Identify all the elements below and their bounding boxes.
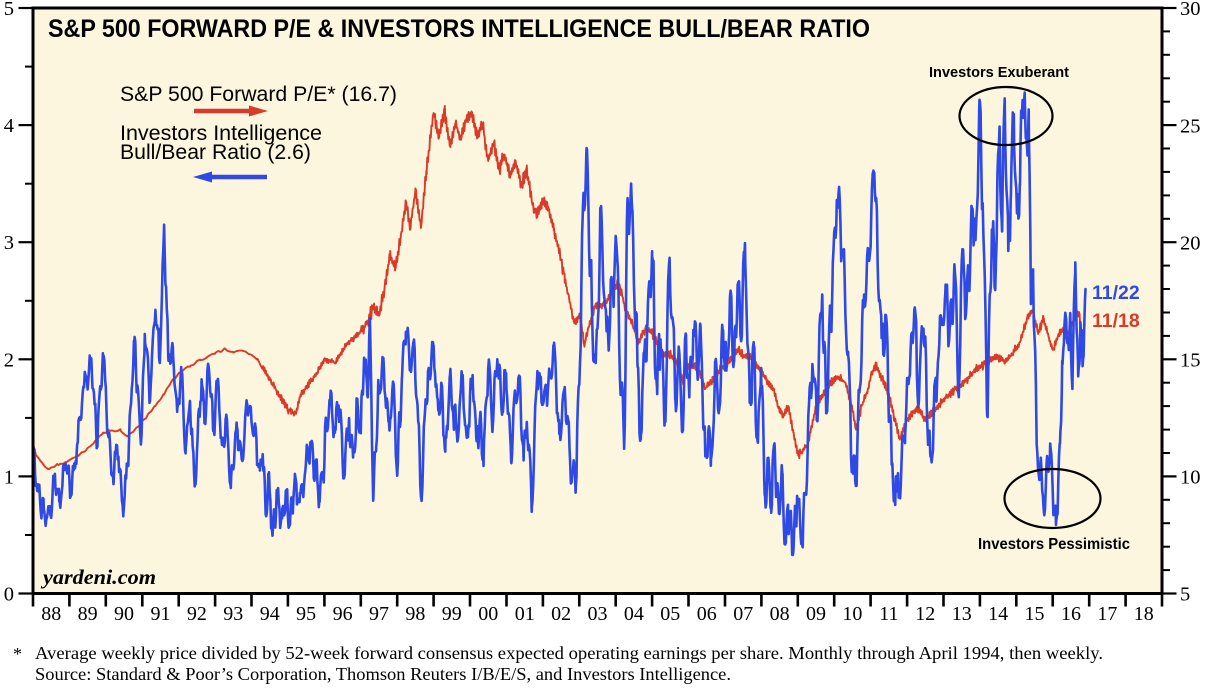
- svg-text:90: 90: [114, 603, 134, 625]
- svg-text:Investors Exuberant: Investors Exuberant: [929, 64, 1069, 81]
- svg-text:S&P 500 FORWARD P/E & INVESTOR: S&P 500 FORWARD P/E & INVESTORS INTELLIG…: [48, 15, 870, 43]
- svg-text:97: 97: [369, 603, 389, 625]
- svg-text:5: 5: [1180, 584, 1190, 606]
- svg-text:11/22: 11/22: [1092, 282, 1140, 304]
- svg-text:10: 10: [842, 603, 862, 625]
- svg-text:93: 93: [223, 603, 243, 625]
- svg-text:25: 25: [1180, 115, 1201, 137]
- svg-text:16: 16: [1061, 603, 1081, 625]
- svg-text:3: 3: [4, 232, 14, 254]
- svg-text:10: 10: [1180, 467, 1201, 489]
- svg-text:06: 06: [697, 603, 717, 625]
- svg-text:17: 17: [1097, 603, 1117, 625]
- svg-text:11/18: 11/18: [1092, 310, 1140, 332]
- svg-text:05: 05: [660, 603, 680, 625]
- svg-text:Source: Standard & Poor’s Corp: Source: Standard & Poor’s Corporation, T…: [35, 664, 731, 684]
- svg-text:00: 00: [478, 603, 498, 625]
- svg-text:02: 02: [551, 603, 571, 625]
- svg-text:5: 5: [4, 0, 14, 20]
- svg-text:92: 92: [187, 603, 207, 625]
- svg-text:88: 88: [41, 603, 61, 625]
- svg-text:96: 96: [333, 603, 353, 625]
- svg-text:12: 12: [915, 603, 935, 625]
- svg-text:15: 15: [1180, 350, 1201, 372]
- svg-text:2: 2: [4, 349, 14, 371]
- svg-text:S&P 500 Forward P/E* (16.7): S&P 500 Forward P/E* (16.7): [120, 83, 397, 106]
- svg-text:Investors Pessimistic: Investors Pessimistic: [978, 536, 1130, 553]
- svg-text:Bull/Bear Ratio (2.6): Bull/Bear Ratio (2.6): [120, 141, 311, 164]
- svg-text:yardeni.com: yardeni.com: [40, 565, 156, 589]
- svg-text:14: 14: [988, 603, 1008, 625]
- svg-text:15: 15: [1025, 603, 1045, 625]
- svg-text:94: 94: [260, 603, 280, 625]
- svg-text:04: 04: [624, 603, 644, 625]
- svg-text:98: 98: [405, 603, 425, 625]
- svg-text:0: 0: [4, 584, 14, 606]
- svg-text:18: 18: [1134, 603, 1154, 625]
- svg-text:95: 95: [296, 603, 316, 625]
- svg-text:09: 09: [806, 603, 826, 625]
- svg-text:08: 08: [770, 603, 790, 625]
- svg-text:11: 11: [879, 603, 898, 625]
- svg-text:*: *: [13, 644, 22, 664]
- svg-text:20: 20: [1180, 232, 1201, 254]
- svg-text:Average weekly price divided b: Average weekly price divided by 52-week …: [35, 643, 1103, 663]
- svg-text:03: 03: [588, 603, 608, 625]
- svg-text:01: 01: [515, 603, 535, 625]
- svg-text:30: 30: [1180, 0, 1201, 20]
- svg-text:91: 91: [151, 603, 171, 625]
- svg-text:13: 13: [952, 603, 972, 625]
- svg-text:89: 89: [78, 603, 98, 625]
- svg-text:1: 1: [4, 466, 14, 488]
- svg-text:Investors Intelligence: Investors Intelligence: [120, 122, 322, 145]
- svg-text:07: 07: [733, 603, 753, 625]
- svg-text:4: 4: [4, 115, 14, 137]
- svg-text:99: 99: [442, 603, 462, 625]
